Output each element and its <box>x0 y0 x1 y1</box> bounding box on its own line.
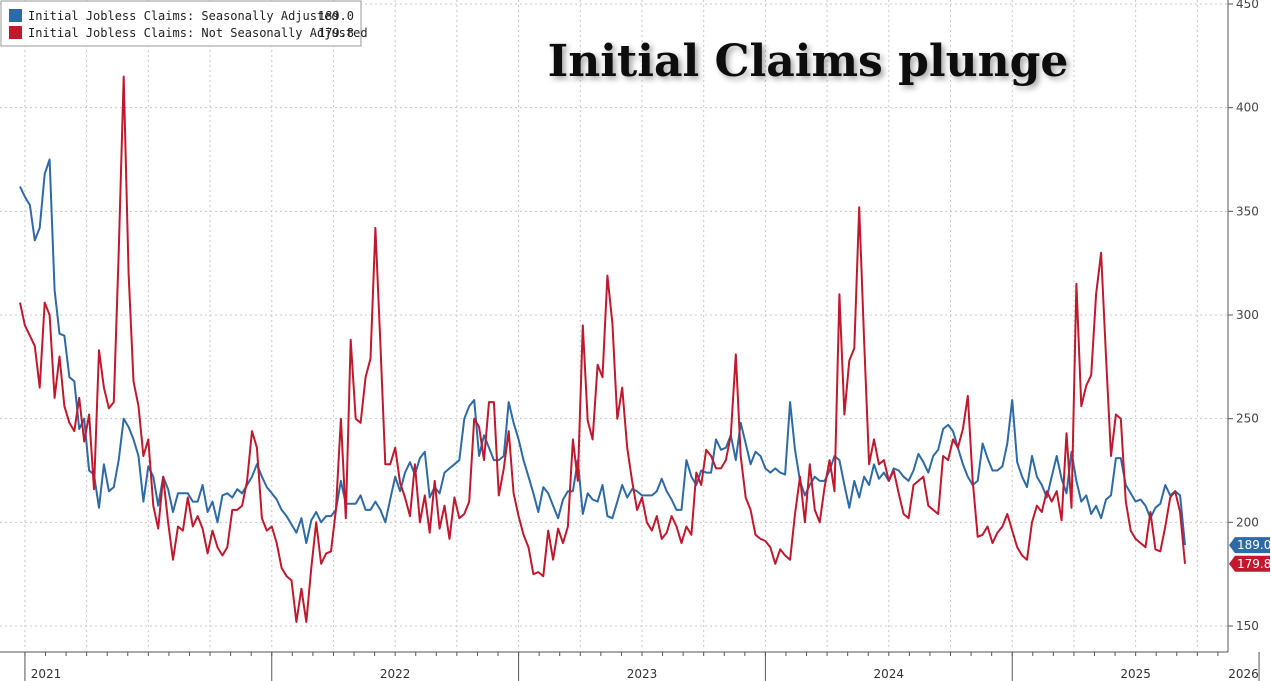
chart-title: Initial Claims plunge <box>548 36 1069 87</box>
badge-value: 179.8 <box>1237 557 1271 571</box>
series-line-seasonally-adjusted <box>19 158 1186 546</box>
year-label: 2025 <box>1120 667 1151 681</box>
year-label: 2022 <box>380 667 411 681</box>
series-lines <box>19 75 1186 623</box>
year-label: 2023 <box>627 667 658 681</box>
y-tick-label: 200 <box>1236 515 1259 529</box>
year-label: 2024 <box>874 667 905 681</box>
legend-swatch-sa <box>9 9 22 22</box>
y-tick-label: 400 <box>1236 101 1259 115</box>
legend-value-nsa: 179.8 <box>318 26 354 40</box>
legend-label-nsa: Initial Jobless Claims: Not Seasonally A… <box>28 26 368 40</box>
badge-seasonally-adjusted: 189.0 <box>1229 537 1271 554</box>
legend-box <box>0 0 362 47</box>
y-tick-label: 250 <box>1236 412 1259 426</box>
y-tick-label: 150 <box>1236 619 1259 633</box>
legend-value-sa: 189.0 <box>318 9 354 23</box>
last-value-badges: 189.0 179.8 <box>1229 537 1271 572</box>
legend-label-sa: Initial Jobless Claims: Seasonally Adjus… <box>28 9 339 23</box>
y-tick-label: 300 <box>1236 308 1259 322</box>
badge-value: 189.0 <box>1237 538 1271 552</box>
badge-shape <box>1229 555 1270 572</box>
y-tick-label: 450 <box>1236 0 1259 11</box>
year-label: 2021 <box>31 667 62 681</box>
legend-swatch-nsa <box>9 26 22 39</box>
badge-shape <box>1229 537 1270 554</box>
y-tick-label: 350 <box>1236 204 1259 218</box>
series-line-not-seasonally-adjusted <box>19 75 1186 623</box>
legend: Initial Jobless Claims: Seasonally Adjus… <box>0 0 368 47</box>
grid-lines <box>0 0 1228 648</box>
year-label: 2026 <box>1228 667 1259 681</box>
badge-not-seasonally-adjusted: 179.8 <box>1229 555 1271 572</box>
